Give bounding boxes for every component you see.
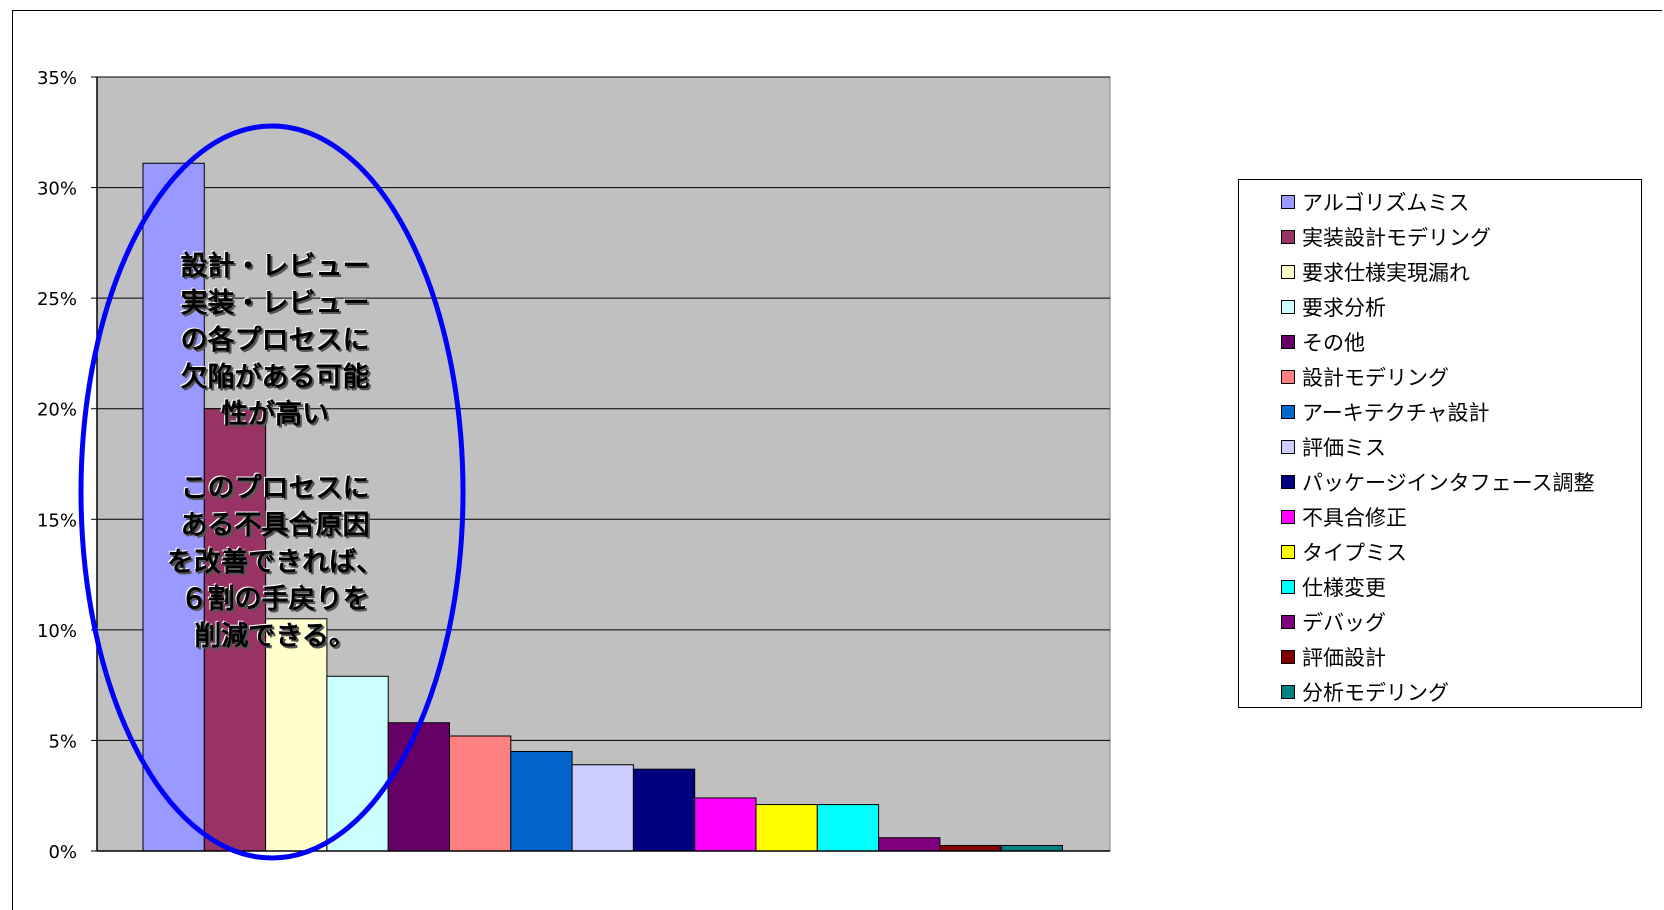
- y-tick-label: 15%: [37, 510, 77, 531]
- bar: [449, 735, 512, 852]
- legend-swatch: [1281, 264, 1295, 279]
- bar: [326, 675, 389, 852]
- legend-label: 仕様変更: [1302, 575, 1386, 600]
- legend-swatch: [1281, 579, 1295, 594]
- legend-label: 評価ミス: [1302, 435, 1386, 460]
- legend-item: 実装設計モデリング: [1281, 219, 1641, 254]
- annotation-line: の各プロセスに: [180, 325, 370, 356]
- legend-swatch: [1281, 334, 1295, 349]
- bar: [694, 797, 757, 852]
- legend-label: 分析モデリング: [1302, 680, 1449, 705]
- legend-label: 要求仕様実現漏れ: [1302, 260, 1470, 285]
- legend-item: 設計モデリング: [1281, 359, 1641, 394]
- legend-item: 分析モデリング: [1281, 674, 1641, 709]
- legend-label: アーキテクチャ設計: [1302, 400, 1490, 425]
- bar: [142, 162, 205, 852]
- annotation-gap: [130, 433, 420, 470]
- legend-swatch: [1281, 649, 1295, 664]
- bar: [265, 618, 328, 852]
- bar: [387, 722, 451, 852]
- legend-item: その他: [1281, 324, 1641, 359]
- chart-canvas: 0% 5% 10% 15% 20% 25% 30% 35%: [37, 68, 1111, 863]
- legend-item: 要求仕様実現漏れ: [1281, 254, 1641, 289]
- annotation-line: このプロセスに: [180, 473, 370, 504]
- legend-swatch: [1281, 194, 1295, 209]
- legend-label: アルゴリズムミス: [1302, 190, 1470, 215]
- y-tick-labels: 0% 5% 10% 15% 20% 25% 30% 35%: [37, 68, 77, 863]
- legend-swatch: [1281, 684, 1295, 699]
- legend-label: その他: [1302, 330, 1365, 355]
- legend-item: デバッグ: [1281, 604, 1641, 639]
- bar: [1000, 844, 1064, 852]
- legend-swatch: [1281, 544, 1295, 559]
- legend-swatch: [1281, 439, 1295, 454]
- bar: [755, 804, 818, 852]
- legend-label: パッケージインタフェース調整: [1302, 470, 1595, 495]
- legend-swatch: [1281, 474, 1295, 489]
- y-tick-label: 5%: [48, 731, 77, 752]
- annotation-line: 削減できる。: [194, 621, 356, 652]
- legend-label: タイプミス: [1302, 540, 1407, 565]
- annotation-line: 欠陥がある可能: [180, 362, 370, 393]
- bar: [939, 844, 1002, 852]
- legend-item: 要求分析: [1281, 289, 1641, 324]
- annotation-line: ある不具合原因: [180, 510, 370, 541]
- y-tick-label: 30%: [37, 179, 77, 200]
- legend-item: 評価ミス: [1281, 429, 1641, 464]
- y-tick-label: 20%: [37, 400, 77, 421]
- highlight-ellipse: [78, 123, 466, 861]
- legend-item: 仕様変更: [1281, 569, 1641, 604]
- legend-swatch: [1281, 614, 1295, 629]
- bar: [878, 837, 941, 852]
- legend-item: タイプミス: [1281, 534, 1641, 569]
- legend-swatch: [1281, 509, 1295, 524]
- legend-label: デバッグ: [1302, 610, 1386, 635]
- bar: [510, 750, 573, 852]
- legend-item: アルゴリズムミス: [1281, 184, 1641, 219]
- annotation-line: 設計・レビュー: [180, 251, 370, 282]
- axes: [91, 76, 1110, 852]
- legend-swatch: [1281, 369, 1295, 384]
- legend-label: 評価設計: [1302, 645, 1386, 670]
- annotation-text: 設計・レビュー 実装・レビュー の各プロセスに 欠陥がある可能 性が高い このプ…: [130, 248, 420, 655]
- annotation-line: を改善できれば、: [167, 547, 383, 578]
- y-tick-label: 0%: [48, 842, 77, 863]
- annotation-line: ６割の手戻りを: [180, 584, 370, 615]
- chart-frame: [12, 10, 1662, 910]
- legend-label: 要求分析: [1302, 295, 1386, 320]
- y-tick-label: 25%: [37, 289, 77, 310]
- annotation-line: 実装・レビュー: [180, 288, 370, 319]
- legend-label: 不具合修正: [1302, 505, 1407, 530]
- legend-label: 設計モデリング: [1302, 365, 1449, 390]
- y-tick-label: 10%: [37, 621, 77, 642]
- y-tick-label: 35%: [37, 68, 77, 89]
- bar: [816, 804, 880, 852]
- legend: アルゴリズムミス 実装設計モデリング 要求仕様実現漏れ 要求分析その他設計モデリングア…: [1238, 179, 1642, 708]
- bar: [571, 764, 634, 852]
- legend-item: アーキテクチャ設計: [1281, 394, 1641, 429]
- annotation-line: 性が高い: [221, 399, 329, 430]
- legend-item: 評価設計: [1281, 639, 1641, 674]
- bar: [632, 768, 696, 852]
- legend-label: 実装設計モデリング: [1302, 225, 1491, 250]
- legend-swatch: [1281, 229, 1295, 244]
- legend-item: パッケージインタフェース調整: [1281, 464, 1641, 499]
- bars: [142, 162, 1064, 852]
- legend-swatch: [1281, 404, 1295, 419]
- legend-swatch: [1281, 299, 1295, 314]
- bar: [203, 408, 267, 852]
- legend-item: 不具合修正: [1281, 499, 1641, 534]
